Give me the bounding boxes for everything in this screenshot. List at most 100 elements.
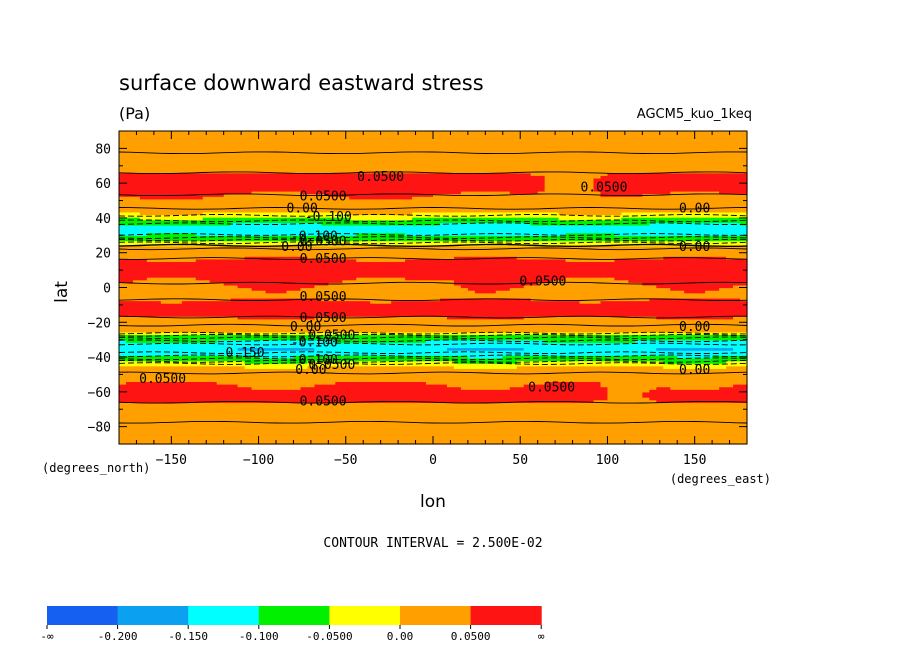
field-cell bbox=[726, 404, 734, 409]
field-cell bbox=[181, 425, 190, 429]
field-cell bbox=[188, 386, 197, 390]
field-cell bbox=[363, 386, 371, 390]
field-cell bbox=[230, 394, 239, 398]
field-cell bbox=[719, 389, 727, 393]
field-cell bbox=[356, 399, 364, 403]
field-cell bbox=[558, 365, 567, 369]
field-cell bbox=[705, 433, 713, 437]
field-cell bbox=[740, 412, 748, 416]
field-cell bbox=[565, 365, 574, 369]
field-cell bbox=[551, 425, 560, 429]
field-cell bbox=[258, 378, 267, 382]
field-cell bbox=[321, 386, 329, 390]
field-cell bbox=[495, 381, 504, 385]
field-cell bbox=[258, 376, 267, 380]
field-cell bbox=[530, 397, 539, 401]
field-cell bbox=[377, 389, 385, 393]
field-cell bbox=[635, 373, 643, 377]
field-cell bbox=[209, 438, 218, 442]
field-cell bbox=[516, 347, 525, 351]
field-cell bbox=[467, 394, 476, 398]
field-cell bbox=[474, 376, 483, 380]
field-cell bbox=[558, 391, 567, 396]
field-cell bbox=[495, 436, 504, 440]
field-cell bbox=[370, 365, 378, 369]
field-cell bbox=[502, 423, 511, 427]
field-cell bbox=[146, 368, 155, 372]
field-cell bbox=[300, 436, 308, 440]
field-cell bbox=[391, 373, 399, 377]
field-cell bbox=[642, 415, 650, 419]
field-cell bbox=[439, 404, 448, 409]
field-cell bbox=[719, 423, 727, 427]
field-cell bbox=[649, 381, 657, 385]
field-cell bbox=[572, 365, 581, 369]
field-cell bbox=[370, 397, 378, 401]
field-cell bbox=[216, 420, 225, 424]
field-cell bbox=[174, 386, 183, 390]
field-cell bbox=[523, 423, 532, 427]
field-cell bbox=[286, 352, 295, 356]
field-cell bbox=[733, 389, 741, 393]
field-cell bbox=[649, 433, 657, 437]
field-cell bbox=[684, 365, 692, 369]
field-cell bbox=[272, 378, 281, 382]
field-cell bbox=[726, 376, 734, 380]
field-cell bbox=[314, 420, 322, 424]
field-cell bbox=[119, 428, 127, 432]
field-cell bbox=[209, 350, 218, 354]
field-cell bbox=[384, 417, 392, 422]
field-cell bbox=[439, 384, 448, 388]
field-cell bbox=[314, 378, 322, 382]
field-cell bbox=[363, 352, 371, 356]
field-cell bbox=[272, 430, 281, 435]
field-cell bbox=[398, 402, 406, 406]
field-cell bbox=[349, 365, 357, 369]
field-cell bbox=[265, 376, 274, 380]
field-cell bbox=[691, 428, 699, 432]
field-cell bbox=[188, 412, 197, 416]
field-cell bbox=[663, 394, 671, 398]
field-cell bbox=[453, 397, 462, 401]
field-cell bbox=[209, 430, 218, 435]
field-cell bbox=[488, 381, 497, 385]
field-cell bbox=[160, 376, 169, 380]
field-cell bbox=[502, 394, 511, 398]
field-cell bbox=[370, 438, 378, 442]
field-cell bbox=[537, 370, 546, 375]
field-cell bbox=[502, 428, 511, 432]
field-cell bbox=[586, 373, 595, 377]
field-cell bbox=[384, 355, 392, 359]
field-cell bbox=[551, 436, 560, 440]
field-cell bbox=[342, 397, 350, 401]
field-cell bbox=[719, 428, 727, 432]
field-cell bbox=[642, 423, 650, 427]
field-cell bbox=[251, 394, 260, 398]
field-cell bbox=[446, 365, 455, 369]
field-cell bbox=[258, 415, 267, 419]
field-cell bbox=[691, 355, 699, 359]
field-cell bbox=[719, 355, 727, 359]
field-cell bbox=[474, 365, 483, 369]
field-cell bbox=[223, 412, 232, 416]
field-cell bbox=[523, 425, 532, 429]
field-cell bbox=[363, 420, 371, 424]
field-cell bbox=[139, 402, 148, 406]
field-cell bbox=[363, 368, 371, 372]
field-cell bbox=[363, 441, 371, 445]
field-cell bbox=[202, 368, 211, 372]
field-cell bbox=[293, 402, 302, 406]
field-cell bbox=[712, 430, 720, 435]
field-cell bbox=[398, 357, 406, 362]
field-cell bbox=[335, 370, 343, 375]
field-cell bbox=[523, 402, 532, 406]
field-cell bbox=[412, 376, 420, 380]
field-cell bbox=[349, 389, 357, 393]
field-cell bbox=[160, 423, 169, 427]
field-cell bbox=[719, 381, 727, 385]
field-cell bbox=[132, 357, 141, 362]
field-cell bbox=[726, 425, 734, 429]
field-cell bbox=[502, 436, 511, 440]
field-cell bbox=[412, 347, 420, 351]
field-cell bbox=[460, 425, 469, 429]
